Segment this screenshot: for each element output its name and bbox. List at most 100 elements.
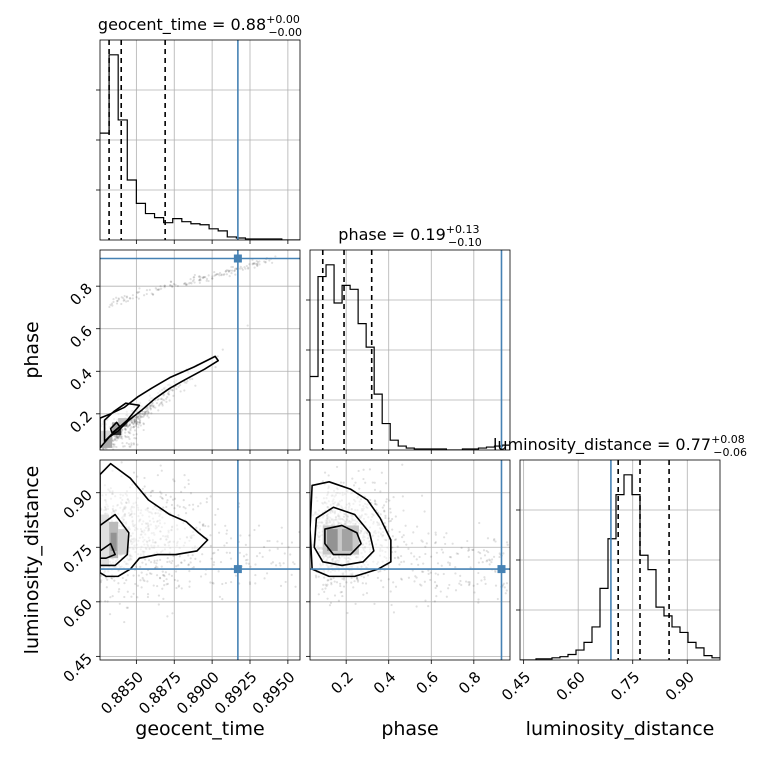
x-axis-label-geocent_time: geocent_time — [135, 718, 264, 740]
scatter-point — [230, 269, 234, 272]
scatter-point — [188, 580, 191, 583]
scatter-point — [143, 413, 147, 416]
scatter-point — [392, 611, 396, 614]
scatter-point — [143, 476, 146, 480]
scatter-point — [225, 532, 228, 535]
scatter-point — [130, 442, 133, 445]
scatter-point — [193, 281, 196, 284]
scatter-point — [258, 263, 261, 266]
scatter-point — [199, 276, 202, 279]
scatter-point — [322, 583, 325, 586]
scatter-point — [142, 415, 145, 418]
scatter-point — [425, 542, 428, 545]
scatter-point — [374, 503, 377, 506]
scatter-point — [166, 556, 169, 560]
scatter-point — [184, 282, 187, 285]
x-tick-label-phase: 0.8 — [455, 668, 485, 698]
scatter-point — [373, 488, 377, 492]
scatter-point — [137, 414, 140, 418]
scatter-point — [132, 426, 135, 429]
scatter-point — [172, 394, 175, 397]
scatter-point — [387, 517, 390, 520]
scatter-point — [228, 275, 231, 278]
scatter-point — [142, 578, 145, 581]
scatter-point — [136, 596, 139, 599]
scatter-point — [467, 549, 470, 552]
scatter-point — [225, 269, 228, 272]
truth-marker — [233, 565, 242, 574]
scatter-point — [136, 584, 139, 587]
scatter-point — [201, 276, 204, 280]
scatter-point — [224, 524, 227, 527]
scatter-point — [157, 288, 160, 291]
scatter-point — [422, 570, 425, 573]
scatter-point — [159, 401, 163, 405]
scatter-point — [201, 553, 204, 556]
scatter-point — [163, 284, 166, 287]
scatter-point — [188, 504, 191, 507]
scatter-point — [268, 539, 271, 543]
scatter-point — [133, 425, 136, 428]
scatter-point — [119, 436, 122, 440]
scatter-point — [140, 586, 143, 589]
scatter-point — [492, 539, 496, 542]
scatter-point — [136, 417, 139, 420]
scatter-point — [389, 511, 392, 514]
scatter-point — [126, 590, 129, 593]
scatter-point — [158, 288, 161, 291]
scatter-point — [246, 558, 249, 561]
scatter-point — [192, 508, 195, 511]
scatter-point — [157, 288, 160, 291]
scatter-point — [133, 418, 136, 421]
scatter-point — [460, 546, 463, 549]
hist-panel-phase — [306, 249, 511, 454]
scatter-point — [133, 421, 136, 424]
scatter-point — [493, 537, 496, 541]
scatter-point — [203, 275, 206, 279]
scatter-point — [158, 403, 161, 406]
scatter-point — [144, 412, 147, 415]
scatter-point — [187, 282, 191, 285]
scatter-point — [117, 582, 120, 585]
scatter-point — [120, 435, 123, 438]
scatter-point — [131, 297, 134, 300]
scatter-point — [247, 266, 250, 269]
scatter-point — [113, 438, 116, 441]
scatter-point — [217, 273, 220, 276]
scatter-point — [117, 590, 120, 593]
scatter-point — [132, 433, 135, 436]
scatter-point — [134, 424, 138, 427]
scatter-point — [129, 297, 132, 300]
scatter-point — [494, 584, 498, 587]
scatter-point — [330, 581, 333, 584]
scatter-point — [134, 419, 137, 422]
scatter-point — [115, 296, 118, 299]
scatter-point — [325, 584, 328, 588]
scatter-point — [235, 267, 238, 270]
scatter-point — [154, 286, 157, 290]
scatter-point — [147, 559, 151, 562]
scatter-point — [169, 495, 172, 498]
scatter-point — [134, 565, 138, 568]
scatter-point — [120, 302, 123, 306]
scatter-point — [483, 554, 487, 557]
x-tick-label-phase: 0.2 — [327, 668, 357, 698]
histogram-step-luminosity_distance — [520, 474, 720, 660]
scatter-point — [126, 606, 129, 609]
scatter-point — [274, 564, 278, 567]
scatter-point — [164, 571, 167, 574]
scatter-point — [178, 555, 181, 558]
scatter-point — [179, 390, 182, 393]
scatter-point — [238, 551, 241, 554]
scatter-point — [202, 523, 205, 526]
scatter-point — [114, 437, 117, 440]
scatter-point — [123, 294, 126, 298]
scatter-point — [263, 260, 266, 263]
scatter-point — [189, 561, 192, 564]
scatter-point — [227, 270, 230, 273]
scatter-point — [330, 583, 333, 586]
scatter-point — [317, 593, 320, 596]
scatter-point — [136, 475, 139, 478]
scatter-point — [498, 555, 501, 559]
scatter-point — [420, 539, 423, 542]
